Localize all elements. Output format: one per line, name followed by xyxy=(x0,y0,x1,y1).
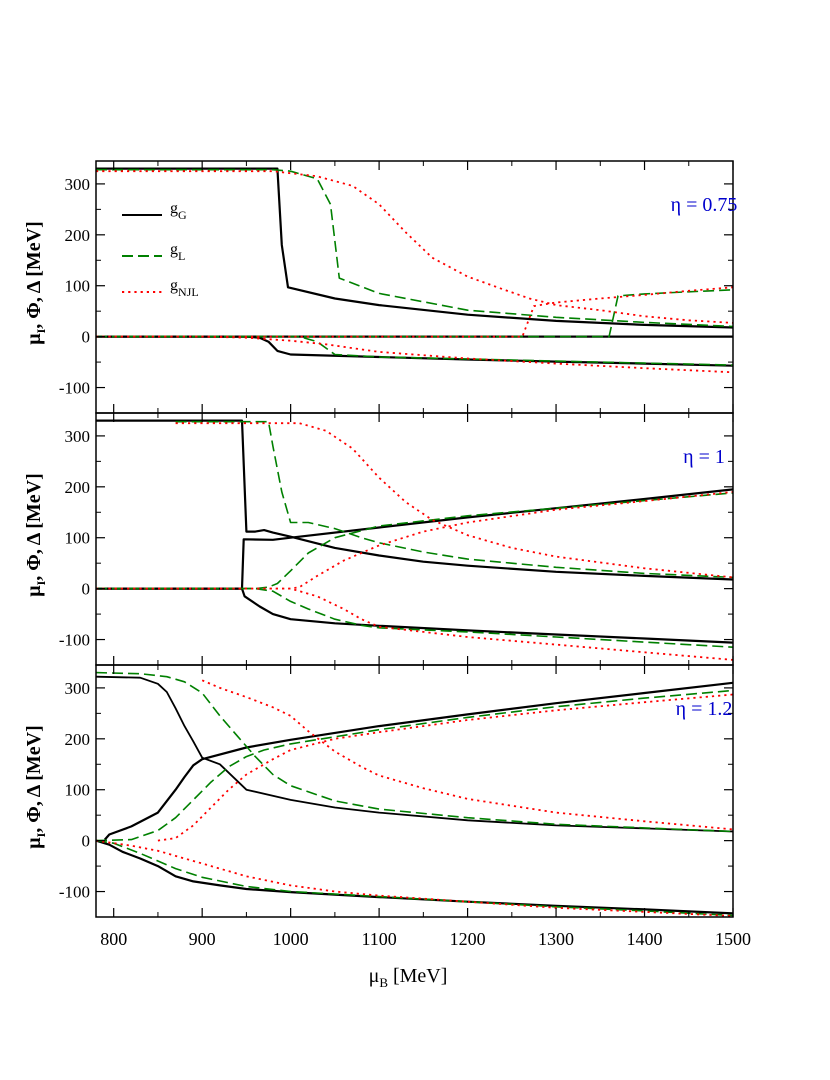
series-gG-delta xyxy=(103,681,733,841)
y-axis-label: μI, Φ, Δ [MeV] xyxy=(23,221,48,344)
series-gG-phi xyxy=(96,675,733,833)
y-axis-label-text: μI, Φ, Δ [MeV] xyxy=(23,221,48,344)
legend-label-g: gG xyxy=(170,200,187,222)
x-tick-label: 1500 xyxy=(715,929,751,949)
series-gNJL-delta xyxy=(96,286,733,338)
legend-label-sub: L xyxy=(178,249,185,263)
y-tick-label: -100 xyxy=(59,631,90,650)
panel-2: -100 0 100 200 300 η = 1 xyxy=(59,412,734,666)
y-label-comma: , xyxy=(23,823,45,833)
series-gNJL-phi xyxy=(201,679,733,831)
y-tick-label: -100 xyxy=(59,883,90,902)
y-tick-label: 200 xyxy=(65,226,91,245)
y-axis-label: μI, Φ, Δ [MeV] xyxy=(23,473,48,596)
series-gL-phi xyxy=(96,671,733,833)
y-label-main: Φ, Δ [MeV] xyxy=(23,725,45,822)
series-gL-muI xyxy=(96,587,733,648)
series-gL-muI xyxy=(96,335,733,366)
y-label-main: Φ, Δ [MeV] xyxy=(23,473,45,570)
y-tick-label: 300 xyxy=(65,679,91,698)
x-tick-label: 900 xyxy=(189,929,216,949)
y-tick-label: 100 xyxy=(65,529,91,548)
legend-label-main: g xyxy=(170,200,178,217)
x-axis-label-unit: [MeV] xyxy=(388,965,447,987)
panels: -100 0 100 200 300 η = 0.75 -100 0 100 200 300 η = … xyxy=(59,160,738,918)
x-axis: 800 900 1000 1100 1200 1300 1400 1500 xyxy=(100,929,751,949)
y-label-mu: μ xyxy=(23,333,45,345)
y-tick-label: 200 xyxy=(65,730,91,749)
y-label-mu: μ xyxy=(23,837,45,849)
y-tick-label: 300 xyxy=(65,427,91,446)
legend-label-main: g xyxy=(170,241,178,258)
series-gG-phi xyxy=(96,167,733,329)
series-gL-delta xyxy=(96,492,733,590)
y-tick-label: 100 xyxy=(65,277,91,296)
series-gNJL-muI xyxy=(96,587,733,661)
panel-1: -100 0 100 200 300 η = 0.75 xyxy=(59,160,738,414)
legend-label-sub: G xyxy=(178,208,187,222)
series-gL-muI xyxy=(96,839,733,917)
y-label-mu: μ xyxy=(23,585,45,597)
y-tick-label: 0 xyxy=(82,580,91,599)
panel-annotation: η = 1 xyxy=(683,446,725,468)
x-tick-label: 800 xyxy=(100,929,127,949)
panel-2-series xyxy=(96,419,733,661)
y-label-mu-sub: I xyxy=(34,328,48,333)
x-tick-label: 1200 xyxy=(450,929,486,949)
y-label-main: Φ, Δ [MeV] xyxy=(23,221,45,318)
y-tick-label: 300 xyxy=(65,175,91,194)
series-gG-muI xyxy=(96,839,733,915)
y-axis-labels: μI, Φ, Δ [MeV]μI, Φ, Δ [MeV]μI, Φ, Δ [Me… xyxy=(23,221,48,848)
x-axis-label-sub: B xyxy=(379,975,388,990)
series-gNJL-phi xyxy=(175,422,733,579)
x-tick-label: 1100 xyxy=(361,929,396,949)
series-gNJL-delta xyxy=(157,693,733,842)
y-label-mu-sub: I xyxy=(34,832,48,837)
y-label-mu-sub: I xyxy=(34,580,48,585)
legend-label-l: gL xyxy=(170,241,185,263)
x-tick-label: 1300 xyxy=(538,929,574,949)
y-tick-label: -100 xyxy=(59,379,90,398)
series-gNJL-muI xyxy=(96,335,733,374)
y-axis-label-text: μI, Φ, Δ [MeV] xyxy=(23,725,48,848)
series-gG-delta xyxy=(96,488,733,590)
y-tick-label: 0 xyxy=(82,328,91,347)
y-axis-label-text: μI, Φ, Δ [MeV] xyxy=(23,473,48,596)
panel-1-series xyxy=(96,167,733,374)
panel-3-series xyxy=(96,671,733,917)
y-tick-label: 200 xyxy=(65,478,91,497)
y-axis-label: μI, Φ, Δ [MeV] xyxy=(23,725,48,848)
legend-label-sub: NJL xyxy=(178,285,199,299)
series-gL-phi xyxy=(175,420,733,579)
series-gL-delta xyxy=(96,289,733,338)
legend-label-njl: gNJL xyxy=(170,277,199,299)
y-tick-label: 0 xyxy=(82,832,91,851)
panel-annotation: η = 1.2 xyxy=(676,698,733,720)
legend-label-main: g xyxy=(170,277,178,294)
y-label-comma: , xyxy=(23,319,45,329)
x-axis-label: μB [MeV] xyxy=(369,965,448,990)
y-label-comma: , xyxy=(23,571,45,581)
x-tick-label: 1400 xyxy=(627,929,663,949)
y-tick-label: 100 xyxy=(65,781,91,800)
series-gG-muI xyxy=(96,587,733,644)
x-tick-label: 1000 xyxy=(273,929,309,949)
x-axis-label-main: μ xyxy=(369,965,380,987)
panel-3-frame xyxy=(95,664,734,918)
series-gNJL-delta xyxy=(96,491,733,590)
series-gG-muI xyxy=(96,335,733,367)
series-gG-phi xyxy=(96,419,733,581)
series-gL-delta xyxy=(96,689,733,842)
series-gL-phi xyxy=(96,168,733,328)
series-gNJL-muI xyxy=(96,839,733,917)
panel-annotation: η = 0.75 xyxy=(671,194,738,216)
panel-3: -100 0 100 200 300 η = 1.2 xyxy=(59,664,734,918)
